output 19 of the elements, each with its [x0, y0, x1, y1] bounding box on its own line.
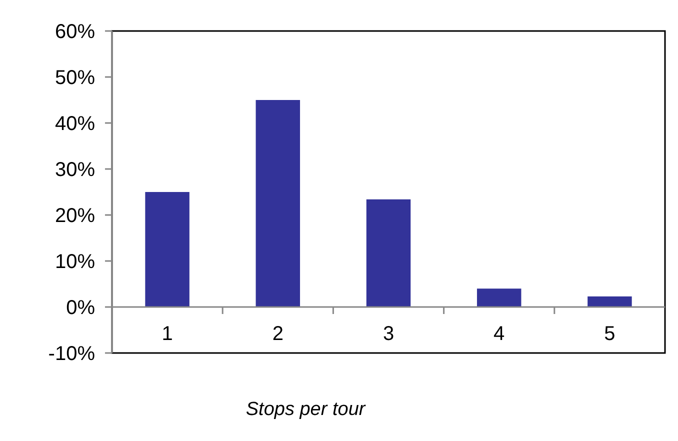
- y-tick-label: 60%: [54, 21, 96, 43]
- x-tick-label: 1: [162, 323, 173, 345]
- y-tick-label: -10%: [48, 343, 96, 365]
- x-tick-label: 3: [382, 323, 394, 345]
- y-tick-label: 10%: [54, 251, 96, 273]
- y-tick-label: 20%: [54, 205, 96, 227]
- y-tick-label: 50%: [54, 67, 96, 89]
- bar: [366, 199, 411, 307]
- x-axis-title: Stops per tour: [246, 399, 366, 420]
- bar: [145, 192, 190, 307]
- y-tick-label: 40%: [54, 113, 96, 135]
- x-tick-label: 5: [604, 323, 616, 345]
- bar: [256, 100, 300, 307]
- bar: [476, 288, 522, 307]
- x-tick-label: 2: [272, 323, 284, 345]
- y-tick-label: 0%: [66, 297, 96, 319]
- y-tick-label: 30%: [54, 159, 96, 181]
- x-tick-label: 4: [494, 323, 505, 345]
- bar: [588, 296, 632, 307]
